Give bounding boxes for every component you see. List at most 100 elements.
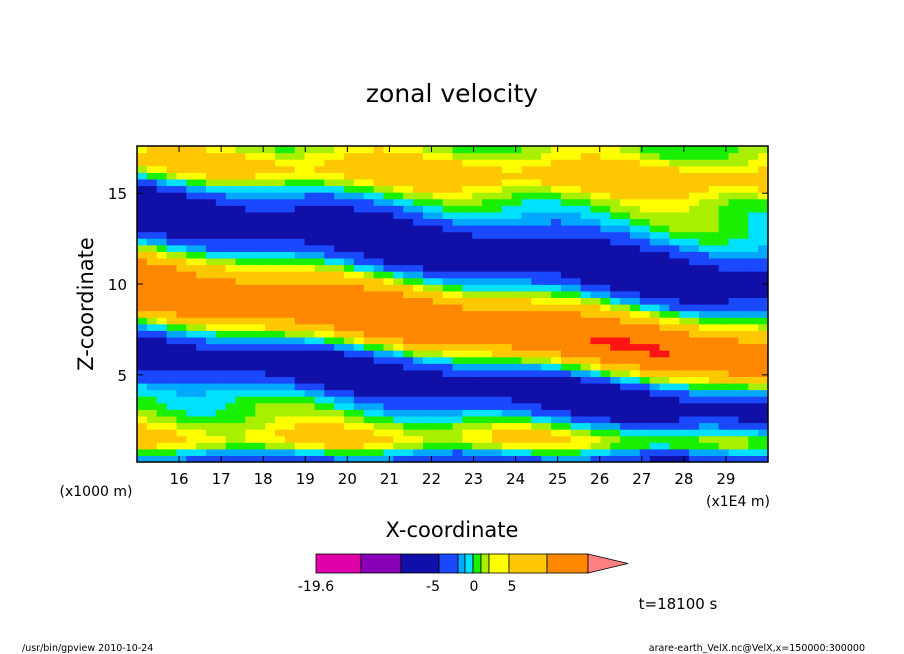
field-cell: [580, 448, 592, 457]
field-cell: [344, 448, 355, 457]
field-cell: [758, 435, 768, 443]
field-cell: [511, 225, 523, 233]
field-cell: [728, 218, 740, 226]
field-cell: [531, 172, 542, 180]
field-cell: [314, 297, 325, 305]
field-cell: [639, 442, 651, 450]
field-cell: [156, 330, 168, 338]
field-cell: [166, 448, 178, 457]
field-cell: [738, 343, 749, 351]
field-cell: [235, 396, 247, 404]
field-cell: [531, 192, 542, 200]
field-cell: [137, 231, 148, 239]
field-cell: [186, 330, 197, 338]
field-cell: [363, 369, 375, 378]
field-cell: [629, 159, 641, 167]
field-cell: [491, 290, 503, 299]
field-cell: [196, 376, 207, 384]
field-cell: [245, 330, 256, 338]
field-cell: [669, 323, 680, 331]
field-cell: [531, 231, 542, 239]
field-cell: [551, 383, 562, 391]
field-cell: [659, 376, 671, 384]
field-cell: [422, 323, 434, 331]
field-cell: [679, 211, 690, 220]
y-axis-label: Z-coordinate: [74, 237, 98, 371]
field-cell: [225, 369, 237, 378]
field-cell: [373, 185, 385, 193]
field-cell: [452, 383, 463, 391]
field-cell: [482, 251, 493, 259]
field-cell: [669, 178, 680, 187]
field-cell: [284, 369, 296, 378]
field-cell: [758, 146, 768, 154]
field-cell: [620, 429, 631, 437]
field-cell: [393, 310, 404, 318]
field-cell: [728, 455, 740, 462]
field-cell: [422, 336, 434, 345]
field-cell: [748, 152, 759, 160]
field-cell: [472, 159, 483, 167]
field-cell: [215, 277, 227, 285]
field-cell: [275, 225, 286, 233]
field-cell: [255, 363, 266, 371]
field-cell: [156, 225, 168, 233]
field-cell: [649, 198, 661, 206]
field-cell: [146, 356, 158, 364]
field-cell: [146, 389, 158, 397]
field-cell: [659, 192, 671, 200]
field-cell: [196, 205, 207, 213]
field-cell: [629, 205, 641, 213]
field-cell: [255, 330, 266, 338]
field-cell: [373, 284, 385, 292]
field-cell: [265, 422, 276, 430]
field-cell: [580, 455, 592, 462]
field-cell: [442, 218, 454, 226]
field-cell: [294, 435, 306, 443]
field-cell: [235, 211, 247, 220]
field-cell: [462, 383, 473, 391]
field-cell: [570, 244, 582, 252]
field-cell: [708, 264, 720, 272]
field-cell: [541, 257, 552, 266]
field-cell: [462, 356, 473, 364]
field-cell: [738, 198, 749, 206]
field-cell: [501, 429, 513, 437]
field-cell: [413, 369, 424, 378]
field-cell: [422, 455, 434, 462]
field-cell: [649, 369, 661, 378]
field-cell: [590, 257, 601, 266]
field-cell: [689, 448, 700, 457]
field-cell: [541, 218, 552, 226]
field-cell: [324, 369, 335, 378]
x-tick-label: 16: [170, 470, 189, 488]
field-cell: [186, 356, 197, 364]
field-cell: [344, 244, 355, 252]
field-cell: [225, 336, 237, 345]
field-cell: [669, 172, 680, 180]
field-cell: [383, 409, 394, 417]
field-cell: [708, 435, 720, 443]
field-cell: [245, 409, 256, 417]
field-cell: [353, 422, 365, 430]
field-cell: [442, 448, 454, 457]
field-cell: [166, 356, 178, 364]
field-cell: [639, 165, 651, 173]
field-cell: [452, 152, 463, 160]
field-cell: [501, 185, 513, 193]
field-cell: [304, 178, 316, 187]
field-cell: [353, 304, 365, 312]
field-cell: [403, 257, 414, 266]
field-cell: [215, 323, 227, 331]
field-cell: [590, 402, 601, 410]
field-cell: [491, 415, 503, 424]
field-cell: [314, 356, 325, 364]
field-cell: [738, 429, 749, 437]
field-cell: [698, 152, 710, 160]
field-cell: [334, 304, 345, 312]
field-cell: [245, 297, 256, 305]
field-cell: [393, 330, 404, 338]
field-cell: [501, 146, 513, 154]
field-cell: [472, 429, 483, 437]
field-cell: [294, 415, 306, 424]
